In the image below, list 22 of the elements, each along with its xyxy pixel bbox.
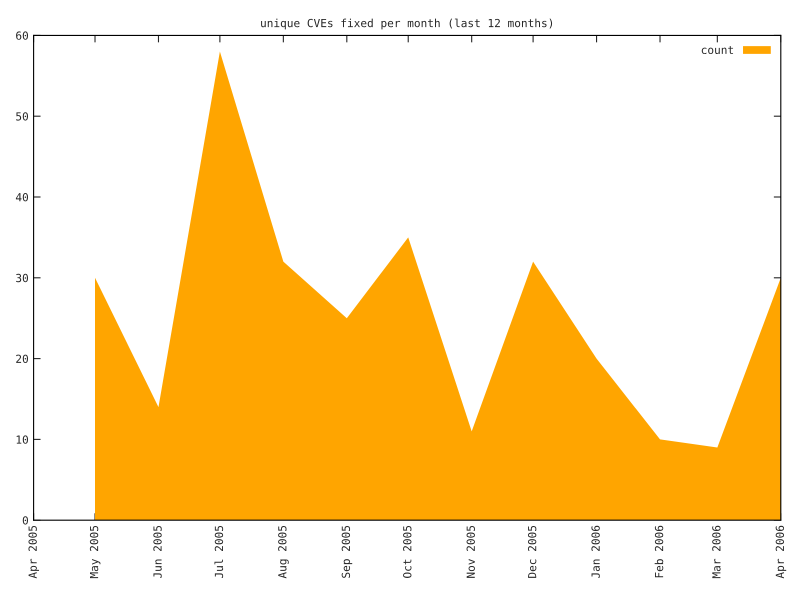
y-tick-label: 0 xyxy=(22,516,28,525)
y-tick-label: 30 xyxy=(16,274,28,282)
chart-title: unique CVEs fixed per month (last 12 months) xyxy=(261,18,552,30)
x-tick-label: Jun 2005 xyxy=(153,526,162,578)
x-tick-label: Sep 2005 xyxy=(342,526,352,578)
y-tick-label: 50 xyxy=(16,112,28,121)
x-tick-label: Dec 2005 xyxy=(528,526,536,578)
x-tick-label: Mar 2006 xyxy=(712,526,721,578)
x-tick-label: Jan 2006 xyxy=(591,526,600,578)
x-tick-label: Oct 2005 xyxy=(403,526,412,578)
x-tick-label: May 2005 xyxy=(90,526,100,578)
x-tick-label: Jul 2005 xyxy=(214,526,224,578)
x-tick-label: Aug 2005 xyxy=(278,526,289,578)
y-tick-label: 60 xyxy=(16,31,28,40)
y-tick-label: 40 xyxy=(16,193,28,202)
y-tick-label: 10 xyxy=(16,435,28,444)
x-tick-label: Apr 2006 xyxy=(776,526,786,578)
y-tick-label: 20 xyxy=(16,354,28,364)
x-tick-label: Nov 2005 xyxy=(466,526,475,578)
x-tick-label: Apr 2005 xyxy=(28,526,40,578)
x-tick-label: Feb 2006 xyxy=(654,526,664,578)
legend-label: count xyxy=(702,46,734,54)
